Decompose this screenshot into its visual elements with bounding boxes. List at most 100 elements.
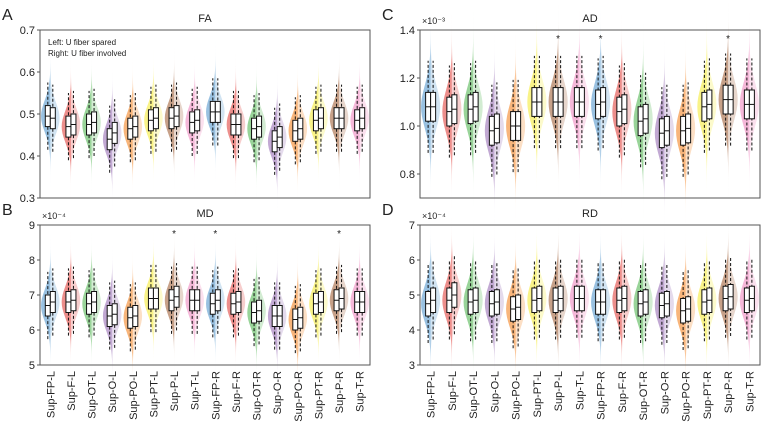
x-tick-label: Sup-T-R	[744, 371, 756, 412]
violin-Sup-PT-L	[144, 227, 163, 370]
x-tick-label: Sup-OT-R	[638, 371, 650, 421]
panel-letter: C	[382, 7, 394, 24]
significance-star: *	[172, 229, 176, 240]
violin-Sup-P-R	[329, 227, 349, 372]
x-tick-label: Sup-PO-L	[511, 371, 523, 420]
x-tick-label: Sup-PO-R	[293, 371, 305, 422]
y-tick-label: 0.3	[20, 193, 35, 205]
plot-frame	[39, 224, 371, 366]
legend-text: Left: U fiber spared	[48, 38, 116, 47]
y-tick-label: 0.6	[20, 67, 35, 79]
x-tick-label: Sup-FP-R	[596, 371, 608, 420]
violin-Sup-PT-L	[144, 47, 163, 192]
violin-Sup-T-R	[739, 7, 759, 202]
violin-Sup-O-R	[267, 245, 287, 387]
plot-frame	[419, 29, 761, 199]
y-tick-label: 0.4	[20, 151, 35, 163]
x-tick-label: Sup-F-L	[66, 371, 78, 411]
y-tick-label: 9	[29, 220, 35, 232]
violin-Sup-P-L	[164, 45, 184, 190]
violin-Sup-O-L	[102, 243, 122, 387]
violin-Sup-T-L	[569, 4, 589, 200]
y-tick-label: 5	[409, 290, 415, 302]
violin-Sup-OT-L	[82, 51, 101, 196]
y-tick-label: 8	[29, 255, 35, 267]
violin-Sup-PO-L	[123, 55, 143, 200]
violin-Sup-PO-L	[506, 224, 526, 392]
x-tick-label: Sup-PO-R	[681, 371, 693, 422]
violin-Sup-O-R	[654, 221, 674, 389]
violin-Sup-F-L	[442, 12, 462, 209]
violin-Sup-O-R	[654, 33, 674, 231]
violin-Sup-FP-L	[421, 9, 441, 204]
x-tick-label: Sup-F-R	[617, 371, 629, 413]
violin-Sup-T-R	[739, 215, 759, 383]
violin-Sup-P-R	[718, 214, 738, 382]
panel-title: MD	[196, 208, 213, 220]
x-tick-label: Sup-FP-R	[210, 371, 222, 420]
axis-multiplier: ×10⁻⁴	[42, 211, 66, 221]
y-tick-label: 4	[409, 325, 415, 337]
violin-Sup-O-R	[267, 66, 287, 213]
violin-Sup-OT-R	[247, 239, 266, 384]
violin-Sup-OT-L	[463, 217, 483, 385]
panel-title: AD	[582, 13, 597, 25]
violin-Sup-O-L	[102, 62, 122, 211]
x-tick-label: Sup-O-L	[489, 371, 501, 413]
violin-Sup-P-R	[718, 2, 738, 197]
violin-Sup-FP-L	[41, 45, 60, 190]
violin-Sup-OT-R	[247, 55, 266, 200]
x-tick-label: Sup-P-R	[723, 371, 735, 413]
y-tick-label: 0.5	[20, 109, 35, 121]
panel-C: C AD ×10⁻³ 0.8 1.0 1.2 1.4 * * *	[382, 2, 761, 231]
y-tick-label: 1.0	[400, 121, 415, 133]
y-tick-label: 3	[409, 360, 415, 372]
violin-Sup-PO-R	[288, 57, 308, 202]
x-tick-label: Sup-O-L	[107, 371, 119, 413]
violin-Sup-FP-L	[421, 217, 441, 387]
significance-star: *	[213, 229, 217, 240]
violin-Sup-F-L	[442, 212, 462, 383]
violin-Sup-O-L	[484, 31, 504, 228]
x-tick-label: Sup-P-L	[169, 371, 181, 411]
x-tick-label: Sup-P-R	[334, 371, 346, 413]
violin-Sup-P-L	[548, 4, 568, 200]
x-tick-label: Sup-FP-L	[45, 371, 57, 418]
y-tick-label: 0.8	[400, 169, 415, 181]
violin-Sup-PT-R	[309, 47, 328, 192]
violin-Sup-PO-R	[676, 226, 696, 394]
panel-A: A FA 0.3 0.4 0.5 0.6 0.7 Left: U fiber spared Ri…	[2, 7, 371, 213]
panel-letter: A	[2, 7, 13, 24]
violin-Sup-F-L	[61, 229, 81, 373]
violin-Sup-FP-R	[206, 41, 225, 183]
axis-multiplier: ×10⁻³	[422, 16, 445, 26]
panel-D: D RD ×10⁻⁴ 3 4 5 6 7 Sup-FP-L Sup-F-L Sup-OT-L Sup-…	[382, 202, 761, 422]
significance-star: *	[556, 34, 560, 45]
violin-Sup-P-R	[329, 47, 349, 190]
axis-multiplier: ×10⁻⁴	[422, 211, 446, 221]
x-tick-label: Sup-PT-L	[532, 371, 544, 417]
violin-Sup-PO-L	[506, 28, 526, 224]
panel-letter: B	[2, 202, 13, 219]
violin-Sup-F-R	[226, 231, 246, 375]
x-tick-label: Sup-OT-L	[468, 371, 480, 419]
x-tick-label: Sup-OT-L	[87, 371, 99, 419]
x-tick-label: Sup-F-R	[231, 371, 243, 413]
violin-Sup-PO-R	[676, 31, 696, 228]
violin-Sup-F-L	[61, 53, 81, 198]
y-tick-label: 1.2	[400, 73, 415, 85]
violin-Sup-T-R	[350, 47, 369, 192]
significance-star: *	[726, 34, 730, 45]
y-tick-label: 7	[29, 290, 35, 302]
x-tick-label: Sup-T-L	[574, 371, 586, 410]
violin-Sup-FP-R	[206, 229, 225, 375]
x-tick-label: Sup-T-L	[190, 371, 202, 410]
y-tick-label: 0.7	[20, 25, 35, 37]
violin-Sup-O-L	[484, 219, 504, 387]
x-tick-label: Sup-O-R	[659, 371, 671, 414]
plot-frame	[419, 224, 761, 366]
violin-Sup-PO-L	[123, 245, 143, 389]
violin-Sup-PT-L	[527, 4, 547, 200]
y-tick-label: 6	[29, 325, 35, 337]
plot-frame	[39, 29, 371, 199]
